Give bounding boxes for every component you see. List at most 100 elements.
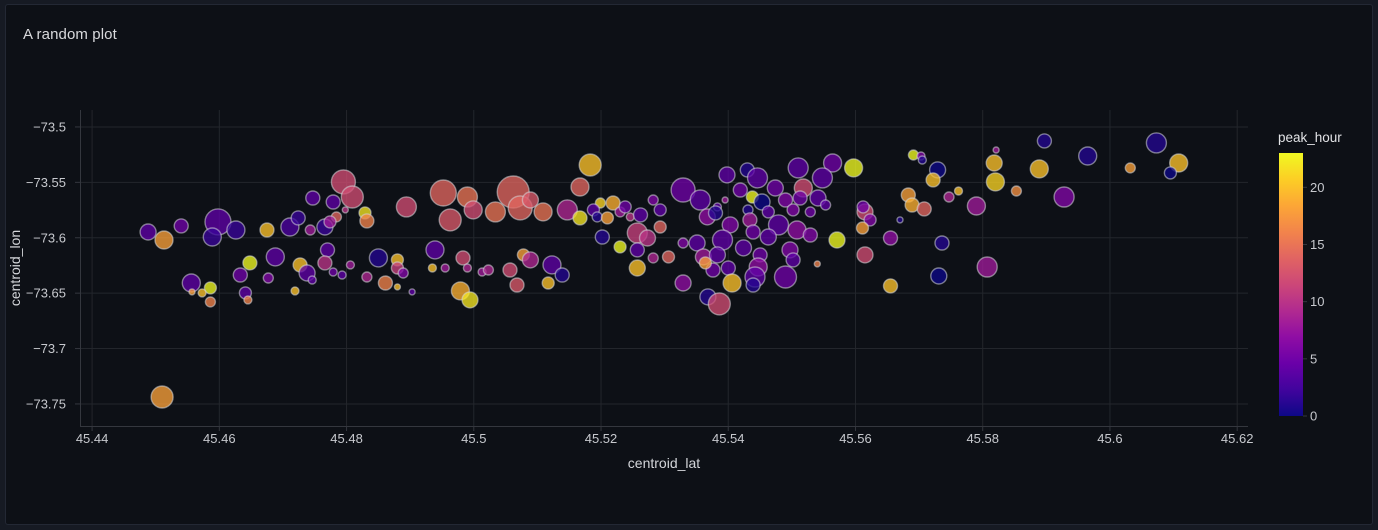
scatter-point[interactable] xyxy=(661,250,676,264)
scatter-point[interactable] xyxy=(463,200,483,220)
scatter-point[interactable] xyxy=(1077,146,1098,166)
scatter-point[interactable] xyxy=(722,273,742,293)
scatter-point[interactable] xyxy=(813,260,821,268)
scatter-point[interactable] xyxy=(1010,185,1023,197)
scatter-point[interactable] xyxy=(594,229,610,245)
scatter-point[interactable] xyxy=(377,275,394,291)
scatter-point[interactable] xyxy=(707,292,731,316)
scatter-point[interactable] xyxy=(188,288,196,296)
scatter-point[interactable] xyxy=(930,267,948,285)
scatter-point[interactable] xyxy=(154,230,174,250)
scatter-point[interactable] xyxy=(759,228,777,246)
scatter-point[interactable] xyxy=(591,211,603,223)
scatter-point[interactable] xyxy=(718,166,736,184)
scatter-point[interactable] xyxy=(429,179,457,207)
scatter-point[interactable] xyxy=(556,199,578,221)
scatter-point[interactable] xyxy=(202,227,223,247)
scatter-point[interactable] xyxy=(732,182,748,198)
scatter-point[interactable] xyxy=(653,220,667,234)
scatter-point[interactable] xyxy=(811,167,834,189)
scatter-point[interactable] xyxy=(802,227,818,243)
scatter-point[interactable] xyxy=(618,200,632,214)
scatter-point[interactable] xyxy=(708,246,727,264)
scatter-point[interactable] xyxy=(734,239,753,257)
scatter-point[interactable] xyxy=(896,216,904,224)
scatter-point[interactable] xyxy=(345,260,356,270)
scatter-point[interactable] xyxy=(440,263,450,273)
scatter-point[interactable] xyxy=(484,201,507,223)
scatter-point[interactable] xyxy=(259,222,275,238)
scatter-point[interactable] xyxy=(541,276,555,290)
scatter-point[interactable] xyxy=(521,251,540,269)
scatter-point[interactable] xyxy=(720,260,736,276)
scatter-point[interactable] xyxy=(1029,159,1050,179)
scatter-point[interactable] xyxy=(934,235,950,251)
scatter-point[interactable] xyxy=(1145,132,1168,154)
scatter-point[interactable] xyxy=(925,172,941,188)
scatter-point[interactable] xyxy=(1163,166,1178,180)
scatter-point[interactable] xyxy=(647,194,659,206)
scatter-point[interactable] xyxy=(232,267,249,283)
scatter-point[interactable] xyxy=(319,242,336,258)
scatter-point[interactable] xyxy=(698,256,713,270)
scatter-point[interactable] xyxy=(290,210,306,226)
scatter-point[interactable] xyxy=(425,240,445,260)
scatter-point[interactable] xyxy=(554,267,570,283)
scatter-point[interactable] xyxy=(341,206,349,214)
scatter-point[interactable] xyxy=(804,206,816,218)
scatter-point[interactable] xyxy=(173,218,189,234)
scatter-point[interactable] xyxy=(203,281,218,295)
scatter-point[interactable] xyxy=(502,262,518,278)
scatter-point[interactable] xyxy=(745,224,761,240)
scatter-point[interactable] xyxy=(647,252,659,264)
scatter-point[interactable] xyxy=(943,191,955,203)
scatter-point[interactable] xyxy=(863,213,877,227)
scatter-point[interactable] xyxy=(917,155,927,165)
scatter-point[interactable] xyxy=(916,201,932,217)
scatter-point[interactable] xyxy=(509,277,525,293)
scatter-point[interactable] xyxy=(828,231,846,249)
scatter-point[interactable] xyxy=(337,270,347,280)
scatter-point[interactable] xyxy=(777,192,794,208)
scatter-point[interactable] xyxy=(482,264,495,276)
scatter-point[interactable] xyxy=(677,237,689,249)
scatter-point[interactable] xyxy=(721,196,729,204)
scatter-point[interactable] xyxy=(745,277,761,293)
scatter-point[interactable] xyxy=(328,267,338,277)
scatter-point[interactable] xyxy=(1124,162,1137,174)
scatter-point[interactable] xyxy=(438,208,462,232)
scatter-point[interactable] xyxy=(953,186,964,196)
scatter-point[interactable] xyxy=(242,255,258,271)
scatter-point[interactable] xyxy=(856,246,874,264)
scatter-point[interactable] xyxy=(262,272,274,284)
scatter-point[interactable] xyxy=(613,240,627,254)
scatter-point[interactable] xyxy=(521,191,540,209)
scatter-point[interactable] xyxy=(204,296,217,308)
scatter-point[interactable] xyxy=(785,252,801,268)
scatter-point[interactable] xyxy=(1053,186,1075,208)
scatter-point[interactable] xyxy=(843,158,864,178)
scatter-point[interactable] xyxy=(856,200,870,214)
scatter-point[interactable] xyxy=(628,259,646,277)
scatter-point[interactable] xyxy=(992,146,1000,154)
scatter-point[interactable] xyxy=(290,286,300,296)
scatter-point[interactable] xyxy=(408,288,416,296)
scatter-point[interactable] xyxy=(792,190,808,206)
scatter-point[interactable] xyxy=(461,291,479,309)
scatter-point[interactable] xyxy=(638,229,657,247)
scatter-point[interactable] xyxy=(570,177,590,197)
scatter-point[interactable] xyxy=(226,220,246,240)
scatter-point[interactable] xyxy=(397,267,409,279)
scatter-point[interactable] xyxy=(243,295,253,305)
scatter-point[interactable] xyxy=(822,153,843,173)
scatter-point[interactable] xyxy=(766,179,784,197)
scatter-point[interactable] xyxy=(395,196,418,218)
scatter-point[interactable] xyxy=(773,265,798,289)
panel-title[interactable]: A random plot xyxy=(23,26,117,43)
scatter-point[interactable] xyxy=(819,199,832,211)
scatter-point[interactable] xyxy=(689,189,711,211)
scatter-point[interactable] xyxy=(707,205,724,221)
scatter-point[interactable] xyxy=(325,194,341,210)
scatter-point[interactable] xyxy=(305,190,321,206)
scatter-point[interactable] xyxy=(786,203,800,217)
